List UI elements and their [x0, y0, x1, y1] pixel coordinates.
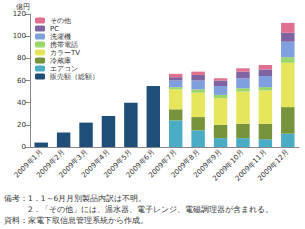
svg-text:2009年10月: 2009年10月 [211, 148, 246, 183]
svg-text:80: 80 [17, 54, 26, 62]
svg-text:2009年12月: 2009年12月 [256, 148, 290, 182]
svg-text:2009年8月: 2009年8月 [169, 148, 201, 180]
svg-text:120: 120 [13, 10, 26, 18]
svg-text:2009年5月: 2009年5月 [102, 148, 134, 180]
svg-text:洗濯機: 洗濯機 [50, 33, 71, 41]
svg-text:0: 0 [22, 143, 26, 151]
svg-text:2009年4月: 2009年4月 [80, 148, 112, 180]
svg-text:エアコン: エアコン [50, 65, 78, 73]
svg-text:冷蔵庫: 冷蔵庫 [50, 57, 71, 65]
svg-text:2009年3月: 2009年3月 [57, 148, 89, 180]
svg-text:2009年9月: 2009年9月 [192, 148, 224, 180]
svg-text:携帯電話: 携帯電話 [50, 41, 78, 49]
svg-text:2009年2月: 2009年2月 [35, 148, 67, 180]
svg-text:60: 60 [17, 77, 26, 85]
svg-text:2009年11月: 2009年11月 [233, 148, 269, 183]
svg-text:億円: 億円 [16, 2, 30, 11]
svg-text:備考：1．1～6月月別製品内訳は不明。: 備考：1．1～6月月別製品内訳は不明。 [4, 194, 146, 203]
svg-text:販売額（総額）: 販売額（総額） [50, 73, 99, 81]
svg-text:2009年1月: 2009年1月 [12, 148, 44, 180]
svg-text:PC: PC [50, 25, 59, 33]
svg-text:40: 40 [17, 99, 26, 107]
svg-text:カラーTV: カラーTV [50, 49, 80, 57]
svg-text:2009年7月: 2009年7月 [147, 148, 179, 180]
svg-text:資料：家電下取信息管理系統から作成。: 資料：家電下取信息管理系統から作成。 [4, 216, 148, 225]
svg-text:その他: その他 [50, 17, 71, 25]
svg-text:2．「その他」には、温水器、電子レンジ、電磁調理器が含まれる: 2．「その他」には、温水器、電子レンジ、電磁調理器が含まれる。 [4, 205, 273, 214]
svg-text:2009年6月: 2009年6月 [124, 148, 157, 180]
svg-text:100: 100 [13, 32, 26, 40]
svg-text:20: 20 [17, 121, 26, 129]
